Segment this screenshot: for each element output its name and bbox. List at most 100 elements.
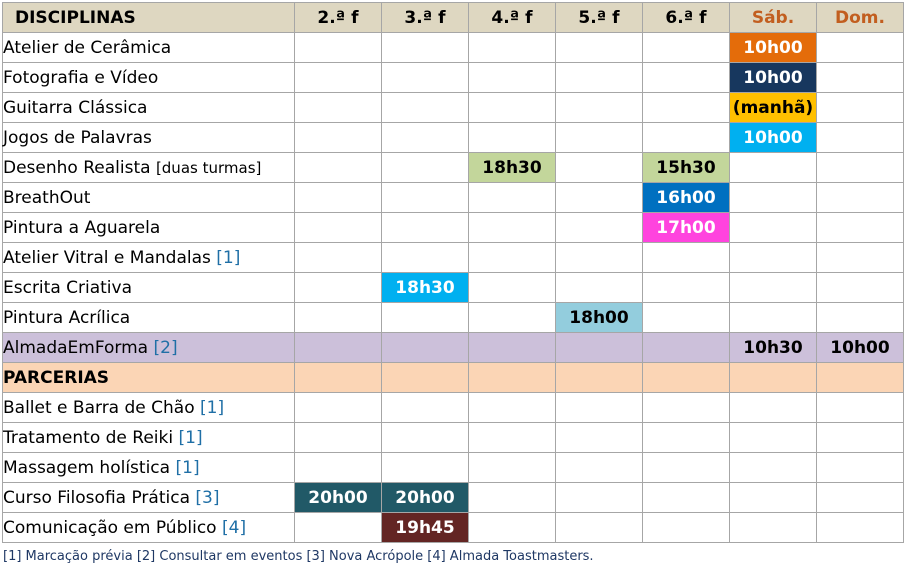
row-name: Atelier Vitral e Mandalas xyxy=(3,247,211,268)
table-row: Fotografia e Vídeo 10h00 xyxy=(2,62,904,93)
column-header-disciplines: DISCIPLINAS xyxy=(2,2,295,33)
schedule-cell xyxy=(381,422,469,453)
footnote: [1] Marcação prévia [2] Consultar em eve… xyxy=(3,549,594,564)
column-header-saturday: Sáb. xyxy=(729,2,817,33)
section-row-parcerias: PARCERIAS xyxy=(2,362,904,393)
row-label: Curso Filosofia Prática [3] xyxy=(2,482,295,513)
schedule-cell xyxy=(381,332,469,363)
schedule-cell xyxy=(729,182,817,213)
schedule-cell xyxy=(294,242,382,273)
row-note: [duas turmas] xyxy=(155,158,262,177)
schedule-cell xyxy=(555,182,643,213)
schedule-cell xyxy=(294,512,382,543)
schedule-cell xyxy=(381,152,469,183)
schedule-cell xyxy=(729,302,817,333)
table-row: Curso Filosofia Prática [3] 20h00 20h00 xyxy=(2,482,904,513)
row-label: Fotografia e Vídeo xyxy=(2,62,295,93)
schedule-cell xyxy=(468,422,556,453)
schedule-cell: 18h00 xyxy=(555,302,643,333)
schedule-cell: 16h00 xyxy=(642,182,730,213)
schedule-cell: 18h30 xyxy=(381,272,469,303)
schedule-cell xyxy=(729,272,817,303)
table-row: Desenho Realista [duas turmas] 18h30 15h30 xyxy=(2,152,904,183)
schedule-cell xyxy=(816,512,904,543)
table-row: Atelier Vitral e Mandalas [1] xyxy=(2,242,904,273)
table-row: BreathOut 16h00 xyxy=(2,182,904,213)
schedule-cell xyxy=(381,122,469,153)
row-label: Pintura Acrílica xyxy=(2,302,295,333)
schedule-cell: 15h30 xyxy=(642,152,730,183)
table-row: Pintura a Aguarela 17h00 xyxy=(2,212,904,243)
table-row: Jogos de Palavras 10h00 xyxy=(2,122,904,153)
schedule-cell xyxy=(555,482,643,513)
schedule-cell xyxy=(642,332,730,363)
row-label: Atelier de Cerâmica xyxy=(2,32,295,63)
row-name: Escrita Criativa xyxy=(3,277,133,298)
row-name: Comunicação em Público xyxy=(3,517,217,538)
schedule-cell xyxy=(816,392,904,423)
schedule-cell xyxy=(729,452,817,483)
schedule-cell xyxy=(642,62,730,93)
schedule-cell xyxy=(294,332,382,363)
column-header-monday: 2.ª f xyxy=(294,2,382,33)
schedule-cell xyxy=(294,32,382,63)
row-name: Fotografia e Vídeo xyxy=(3,67,159,88)
schedule-cell: 10h00 xyxy=(729,32,817,63)
schedule-cell xyxy=(555,32,643,63)
column-header-wednesday: 4.ª f xyxy=(468,2,556,33)
schedule-cell xyxy=(555,212,643,243)
schedule-cell xyxy=(468,272,556,303)
schedule-cell xyxy=(729,422,817,453)
schedule-cell xyxy=(816,92,904,123)
column-header-sunday: Dom. xyxy=(816,2,904,33)
schedule-table: DISCIPLINAS 2.ª f 3.ª f 4.ª f 5.ª f 6.ª … xyxy=(2,2,904,543)
row-label: Comunicação em Público [4] xyxy=(2,512,295,543)
schedule-cell xyxy=(816,182,904,213)
schedule-cell: 17h00 xyxy=(642,212,730,243)
schedule-cell xyxy=(294,92,382,123)
schedule-cell xyxy=(729,392,817,423)
schedule-cell xyxy=(642,92,730,123)
schedule-cell xyxy=(555,62,643,93)
schedule-cell: 10h00 xyxy=(729,122,817,153)
schedule-cell xyxy=(381,212,469,243)
row-label: BreathOut xyxy=(2,182,295,213)
column-header-friday: 6.ª f xyxy=(642,2,730,33)
schedule-cell xyxy=(555,512,643,543)
schedule-cell xyxy=(816,62,904,93)
schedule-cell xyxy=(642,302,730,333)
reference-note: [2] xyxy=(153,337,178,358)
schedule-cell xyxy=(642,32,730,63)
row-label: Jogos de Palavras xyxy=(2,122,295,153)
schedule-cell xyxy=(642,392,730,423)
schedule-cell xyxy=(468,482,556,513)
schedule-cell: 18h30 xyxy=(468,152,556,183)
schedule-cell xyxy=(381,302,469,333)
schedule-cell xyxy=(816,482,904,513)
header-row: DISCIPLINAS 2.ª f 3.ª f 4.ª f 5.ª f 6.ª … xyxy=(2,2,904,33)
schedule-cell xyxy=(294,182,382,213)
row-label: Escrita Criativa xyxy=(2,272,295,303)
schedule-cell xyxy=(381,92,469,123)
schedule-cell xyxy=(555,152,643,183)
schedule-cell: 10h00 xyxy=(816,332,904,363)
schedule-cell xyxy=(468,62,556,93)
schedule-cell xyxy=(468,122,556,153)
row-label: Massagem holística [1] xyxy=(2,452,295,483)
table-row: Atelier de Cerâmica 10h00 xyxy=(2,32,904,63)
schedule-cell xyxy=(642,452,730,483)
schedule-cell xyxy=(555,422,643,453)
table-row-almada: AlmadaEmForma [2] 10h30 10h00 xyxy=(2,332,904,363)
schedule-cell xyxy=(294,272,382,303)
schedule-cell xyxy=(468,212,556,243)
schedule-cell xyxy=(642,422,730,453)
reference-note: [1] xyxy=(175,457,200,478)
schedule-cell xyxy=(381,182,469,213)
schedule-cell xyxy=(816,302,904,333)
schedule-cell xyxy=(816,122,904,153)
row-label: Tratamento de Reiki [1] xyxy=(2,422,295,453)
schedule-cell xyxy=(294,62,382,93)
reference-note: [1] xyxy=(178,427,203,448)
row-name: Massagem holística xyxy=(3,457,171,478)
schedule-cell xyxy=(294,212,382,243)
